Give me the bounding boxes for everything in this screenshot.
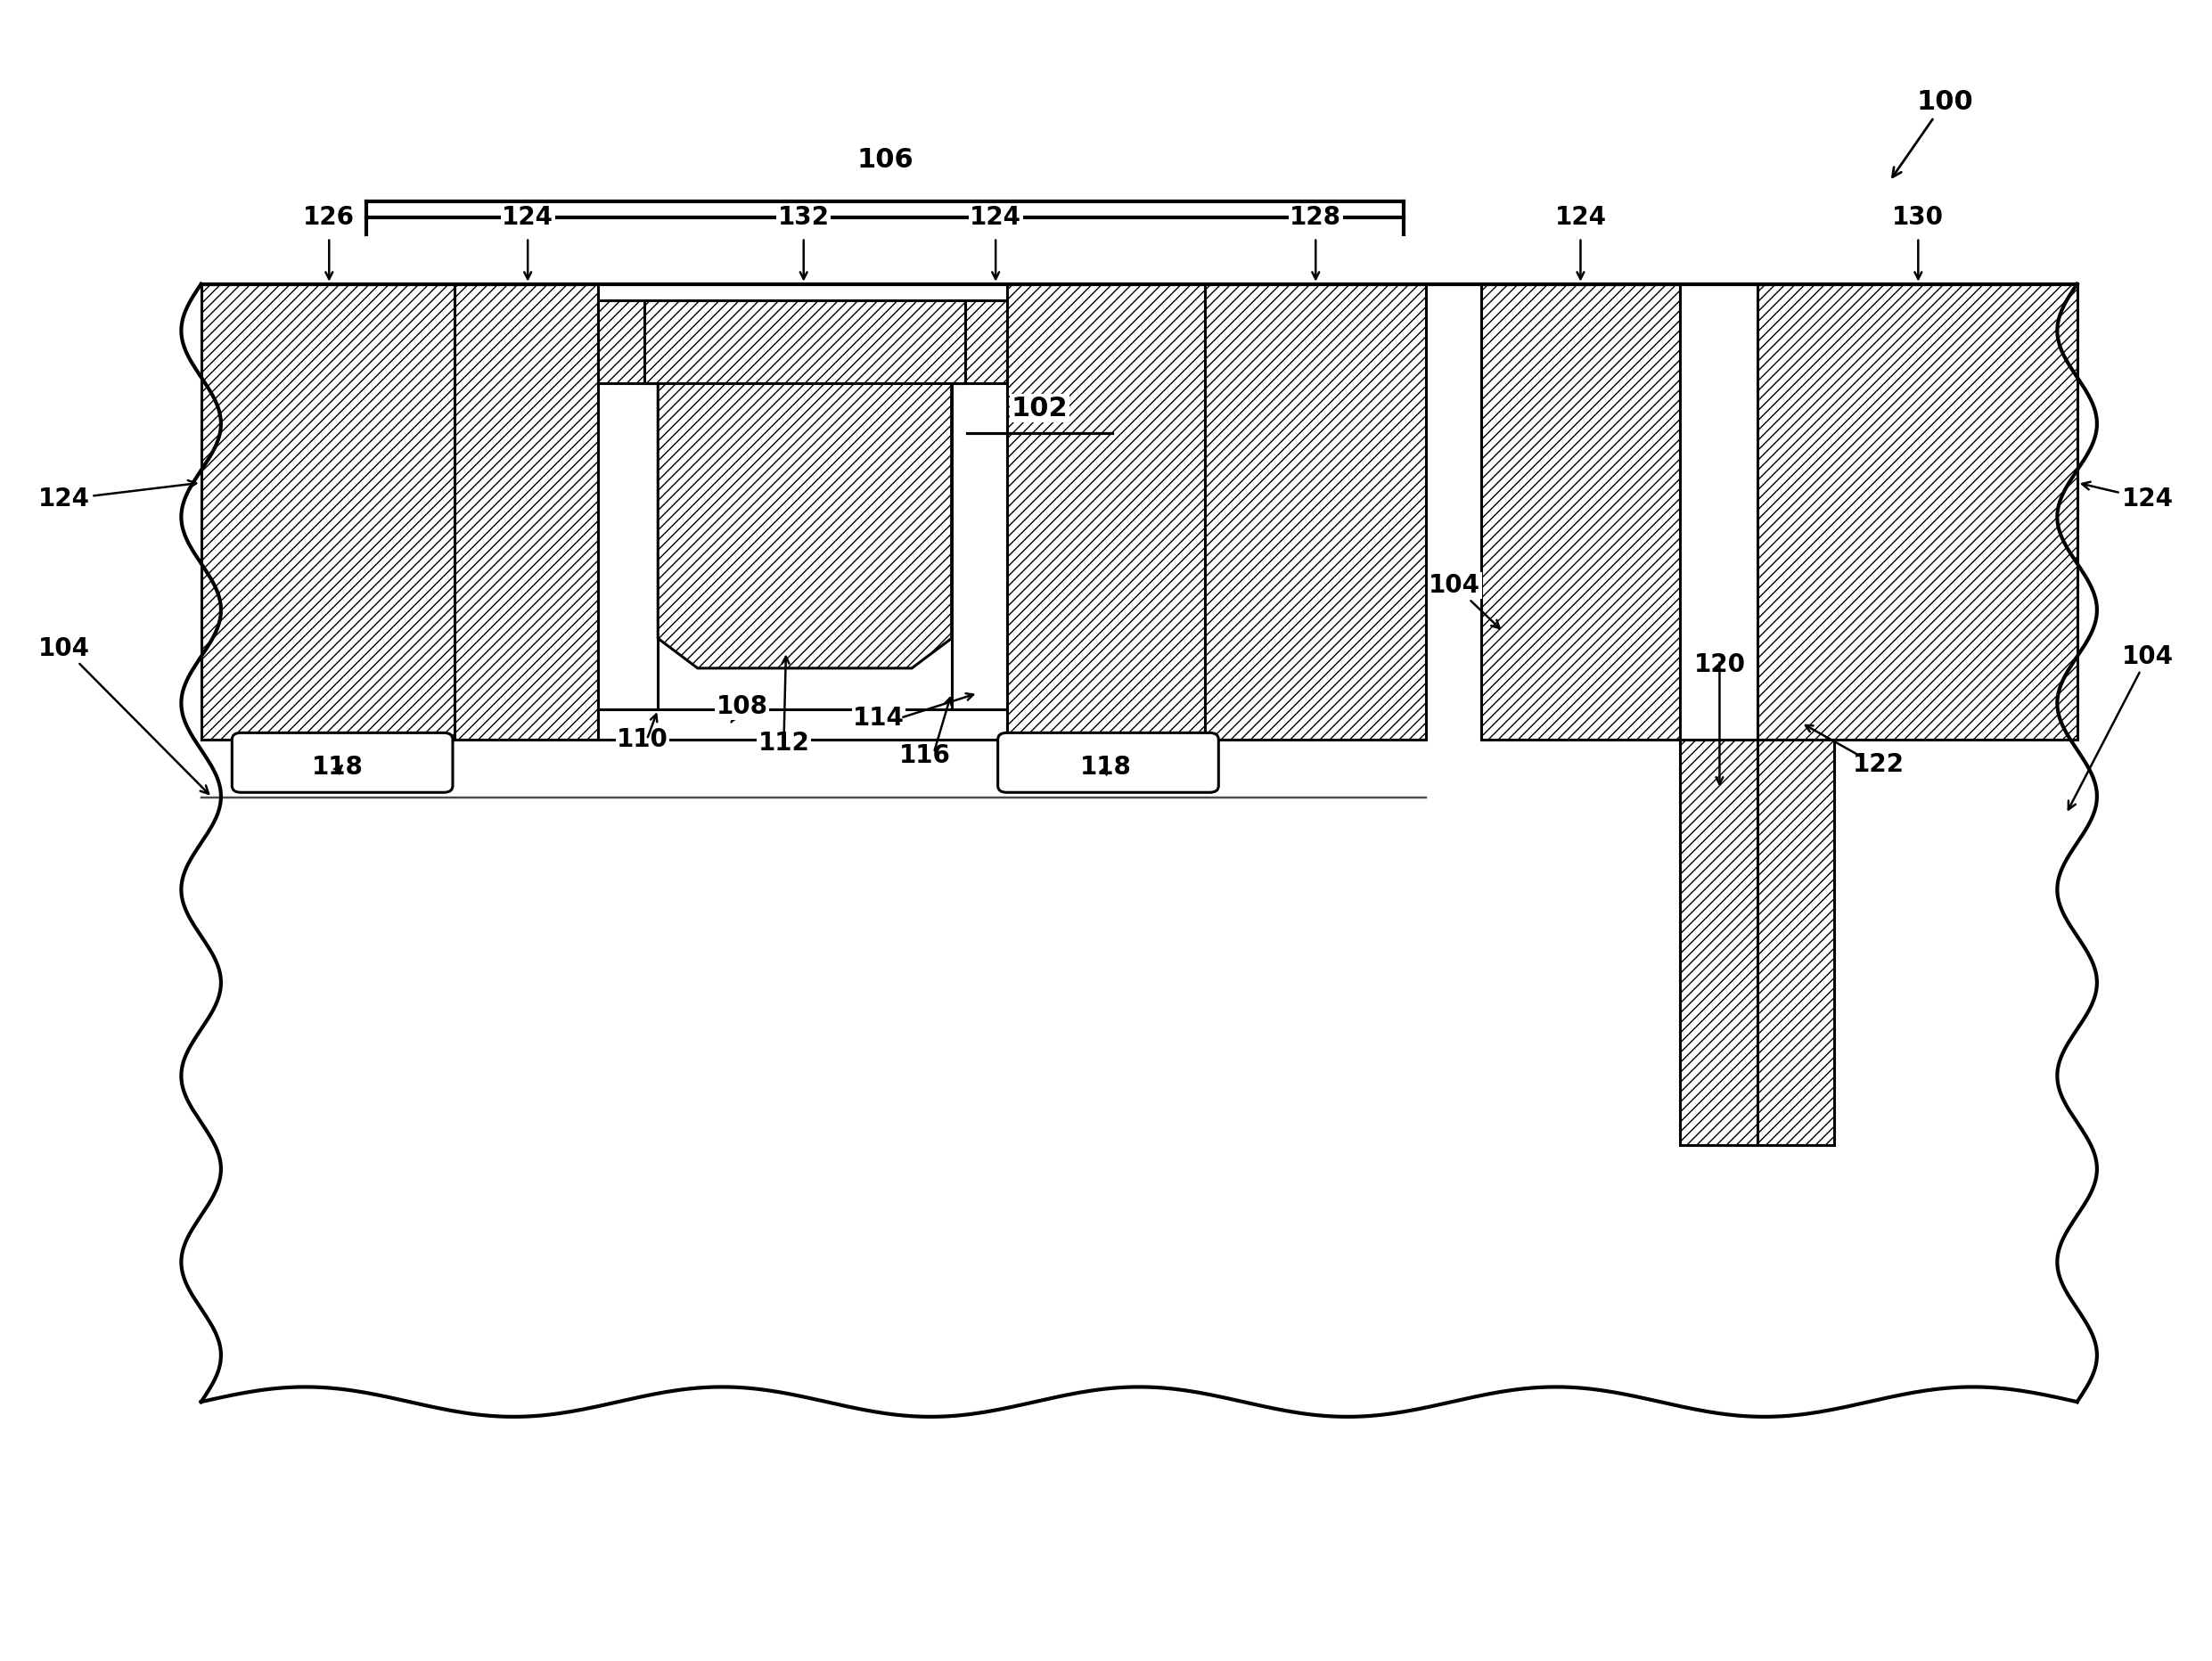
- Text: 100: 100: [1893, 90, 1973, 178]
- FancyBboxPatch shape: [232, 733, 453, 792]
- Bar: [1756, 739, 1834, 1144]
- Bar: [599, 384, 657, 709]
- Bar: [599, 301, 657, 384]
- Bar: [599, 709, 1006, 739]
- Bar: [456, 284, 599, 739]
- Text: 110: 110: [617, 728, 668, 752]
- Text: 126: 126: [303, 206, 354, 231]
- Text: 132: 132: [779, 206, 830, 231]
- Text: 114: 114: [854, 706, 905, 731]
- Text: 128: 128: [1290, 206, 1340, 231]
- Polygon shape: [657, 384, 951, 668]
- Text: 118: 118: [312, 756, 363, 781]
- Bar: [951, 301, 1006, 384]
- Text: 108: 108: [717, 694, 768, 723]
- Bar: [1206, 284, 1427, 739]
- Text: 102: 102: [1011, 395, 1068, 422]
- Text: 118: 118: [1079, 756, 1133, 781]
- Text: 104: 104: [38, 636, 208, 794]
- Bar: [644, 301, 964, 384]
- Text: 104: 104: [1429, 573, 1500, 628]
- Text: 104: 104: [2068, 644, 2174, 809]
- Bar: [1756, 284, 2077, 739]
- FancyBboxPatch shape: [998, 733, 1219, 792]
- Text: 124: 124: [2081, 482, 2174, 512]
- Text: 124: 124: [502, 206, 553, 231]
- Text: 116: 116: [900, 744, 951, 769]
- Text: 130: 130: [1891, 206, 1944, 231]
- Bar: [1482, 284, 1679, 739]
- Text: 124: 124: [1555, 206, 1606, 231]
- Text: 120: 120: [1694, 653, 1745, 678]
- Text: 122: 122: [1854, 752, 1905, 777]
- Bar: [1679, 739, 1756, 1144]
- Bar: [201, 739, 2077, 1402]
- Bar: [201, 284, 456, 739]
- Text: 124: 124: [969, 206, 1022, 231]
- Text: 106: 106: [856, 146, 914, 173]
- Bar: [1006, 284, 1206, 739]
- Bar: [951, 384, 1006, 709]
- Text: 112: 112: [759, 731, 810, 756]
- Text: 124: 124: [38, 480, 197, 512]
